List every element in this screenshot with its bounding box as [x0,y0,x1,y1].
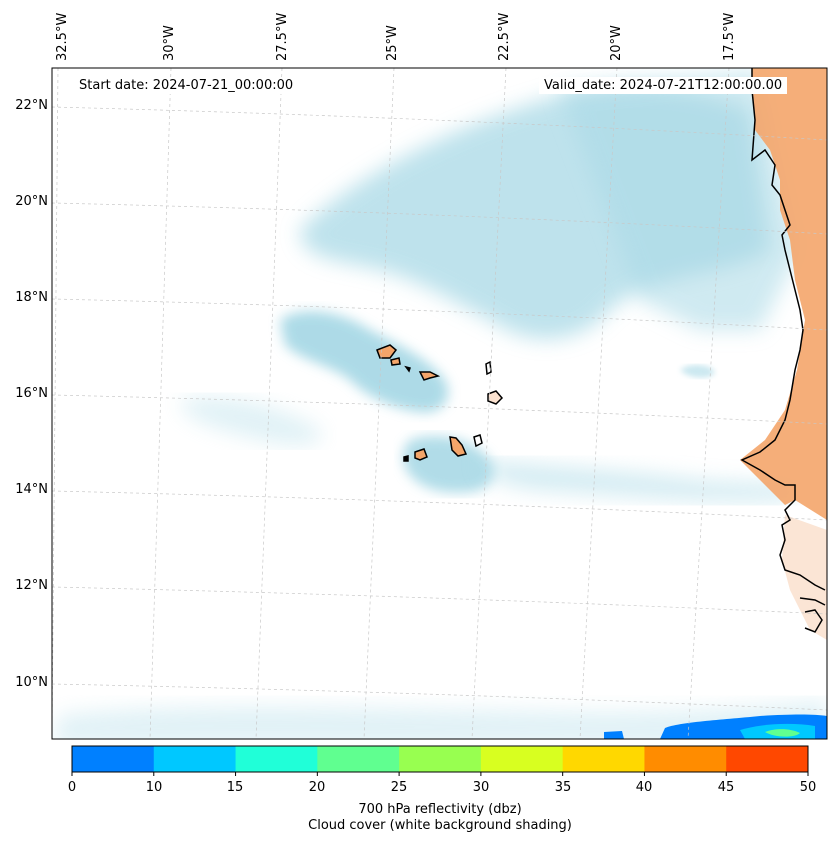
parallel-12n [52,586,827,615]
reflectivity-patches [604,714,827,739]
cloud-trail-southeast [480,460,800,502]
cloud-blob-west [280,311,449,413]
meridian-22-5w [471,68,507,739]
meridian-30w [149,68,172,739]
colorbar-tick: 35 [554,780,572,795]
colorbar-frame [71,745,809,773]
map-content [52,68,827,739]
lon-label-17-5w: 17.5°W [722,12,737,61]
meridian-17-5w [687,68,730,739]
coastline [740,68,826,633]
lat-label-14n: 14°N [15,482,48,497]
island-sao-vicente [390,357,401,366]
cape-verde-islands [376,344,504,462]
colorbar-caption-secondary: Cloud cover (white background shading) [308,818,572,833]
lon-label-22-5w: 22.5°W [497,12,512,61]
reflectivity-spot [604,731,624,739]
map-frame [51,67,828,740]
graticule [52,68,827,739]
island-brava [403,455,409,462]
lat-label-22n: 22°N [15,98,48,113]
colorbar-tick: 25 [390,780,408,795]
colorbar-segment [235,746,318,772]
cloud-band-east [560,70,800,330]
lat-label-18n: 18°N [15,290,48,305]
parallel-14n [52,490,827,521]
africa-land [740,68,827,640]
island-santo-antao [376,344,398,359]
island-sal [485,360,492,376]
cloud-strip-bottom [53,700,827,739]
parallel-10n [52,683,827,711]
lat-label-20n: 20°N [15,194,48,209]
lon-label-30w: 30°W [162,25,177,61]
meridian-27-5w [255,68,283,739]
parallel-20n [52,202,827,235]
cloud-patch-mid [180,397,322,446]
colorbar-segment [399,746,482,772]
meridian-20w [579,68,618,739]
colorbar-segment [72,746,155,772]
colorbar-tick: 40 [635,780,653,795]
valid-date-label: Valid_date: 2024-07-21T12:00:00.00 [539,77,788,94]
island-santa-luzia [404,365,411,373]
lat-label-10n: 10°N [15,675,48,690]
colorbar-tick: 10 [145,780,163,795]
colorbar-tick: 20 [308,780,326,795]
meridian-25w [363,68,395,739]
colorbar-tick: 30 [472,780,490,795]
colorbar-tick: 50 [799,780,817,795]
cloud-patch-small [680,364,715,378]
island-maio [473,434,483,448]
colorbar-tick: 15 [226,780,244,795]
lat-label-16n: 16°N [15,386,48,401]
lon-label-20w: 20°W [609,25,624,61]
island-santiago [449,436,468,457]
parallel-18n [52,298,827,331]
colorbar-segment [562,746,645,772]
lat-label-12n: 12°N [15,578,48,593]
colorbar-segment [153,746,237,772]
colorbar-segment [726,746,809,772]
island-fogo [414,448,428,461]
start-date-label: Start date: 2024-07-21_00:00:00 [74,77,299,94]
colorbar-caption-primary: 700 hPa reflectivity (dbz) [358,802,522,817]
colorbar [71,746,809,776]
parallel-22n [52,106,827,141]
lon-label-25w: 25°W [385,25,400,61]
parallel-16n [52,394,827,425]
cloud-blob-south [403,436,494,493]
colorbar-segment [644,746,727,772]
colorbar-tick: 0 [67,780,77,795]
land-shading [740,68,827,520]
colorbar-segment [480,746,564,772]
island-sao-nicolau [418,371,441,381]
cloud-cover-shading [53,70,827,739]
colorbar-segment [317,746,400,772]
colorbar-tick: 45 [717,780,735,795]
lon-label-32-5w: 32.5°W [55,12,70,61]
lon-label-27-5w: 27.5°W [275,12,290,61]
reflectivity-high [765,729,800,737]
island-boa-vista [487,390,504,405]
meridian-32-5w [52,68,59,739]
